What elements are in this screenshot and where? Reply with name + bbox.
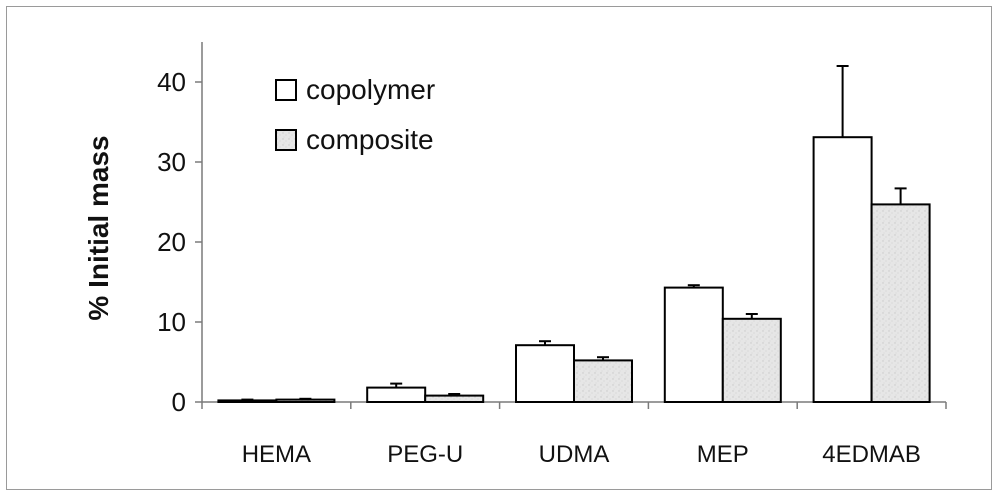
legend-label-copolymer: copolymer bbox=[306, 74, 435, 105]
y-tick-label: 0 bbox=[172, 387, 186, 417]
x-category-label: UDMA bbox=[539, 441, 610, 468]
y-tick-label: 20 bbox=[157, 227, 186, 257]
legend-swatch-composite bbox=[275, 129, 297, 151]
bar-composite-4edmab bbox=[870, 203, 931, 403]
labels: 0 10 20 30 40 HEMA PEG-U UDMA MEP 4EDMAB bbox=[157, 67, 921, 468]
y-tick-label: 10 bbox=[157, 307, 186, 337]
y-tick-label: 40 bbox=[157, 67, 186, 97]
x-category-label: 4EDMAB bbox=[822, 441, 921, 468]
bar-composite-hema bbox=[275, 398, 336, 404]
bar-composite-udma bbox=[573, 359, 633, 403]
bar-composite-peg-u bbox=[424, 394, 485, 404]
x-category-label: MEP bbox=[697, 441, 749, 468]
bar-copolymer-hema bbox=[217, 399, 278, 403]
y-axis-title: % Initial mass bbox=[83, 135, 114, 320]
legend-label-composite: composite bbox=[306, 124, 434, 155]
legend: copolymer composite bbox=[275, 74, 435, 155]
bar-copolymer-4edmab bbox=[812, 136, 873, 403]
bars bbox=[217, 65, 931, 404]
legend-swatch-copolymer bbox=[275, 79, 297, 101]
chart-frame bbox=[6, 6, 992, 490]
y-tick-label: 30 bbox=[157, 147, 186, 177]
bar-copolymer-udma bbox=[515, 344, 575, 404]
bar-composite-mep bbox=[721, 317, 782, 403]
bar-copolymer-mep bbox=[663, 286, 724, 404]
x-category-label: PEG-U bbox=[387, 441, 463, 468]
x-category-label: HEMA bbox=[242, 441, 311, 468]
bar-copolymer-peg-u bbox=[366, 386, 427, 404]
